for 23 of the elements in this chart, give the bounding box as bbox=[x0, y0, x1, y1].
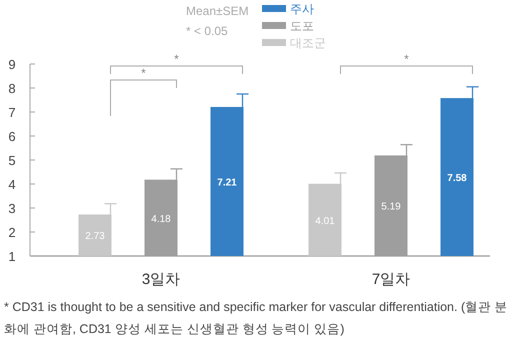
legend-label: 주사 bbox=[290, 2, 314, 16]
x-tick-label: 3일차 bbox=[142, 271, 180, 288]
annotation: * bbox=[174, 52, 180, 66]
legend-label: 도포 bbox=[290, 19, 314, 33]
y-tick-label: 6 bbox=[8, 129, 16, 144]
annotation: * bbox=[141, 66, 146, 80]
text: Mean±SEM bbox=[186, 4, 249, 18]
x-tick-label: 7일차 bbox=[372, 271, 410, 288]
y-tick-label: 7 bbox=[8, 105, 16, 120]
y-tick-label: 3 bbox=[8, 201, 16, 216]
text: * CD31 is thought to be a sensitive and specific marker for vascular differentiation. (혈관 분화에 관여함, CD31 양성 세포는 신생혈관 형성 능력이 있음) bbox=[4, 299, 509, 338]
data-label: 7.58 bbox=[447, 173, 468, 184]
y-tick-label: 8 bbox=[8, 81, 16, 96]
data-label: 7.21 bbox=[217, 177, 238, 188]
y-tick-label: 2 bbox=[8, 225, 16, 240]
y-tick-label: 5 bbox=[8, 153, 16, 168]
y-tick-label: 1 bbox=[8, 249, 16, 264]
text: * < 0.05 bbox=[186, 24, 228, 38]
annotation: * bbox=[404, 52, 410, 66]
y-tick-label: 9 bbox=[8, 57, 16, 72]
data-label: 4.18 bbox=[151, 214, 172, 225]
y-tick-label: 4 bbox=[8, 177, 16, 192]
data-label: 5.19 bbox=[381, 202, 402, 213]
